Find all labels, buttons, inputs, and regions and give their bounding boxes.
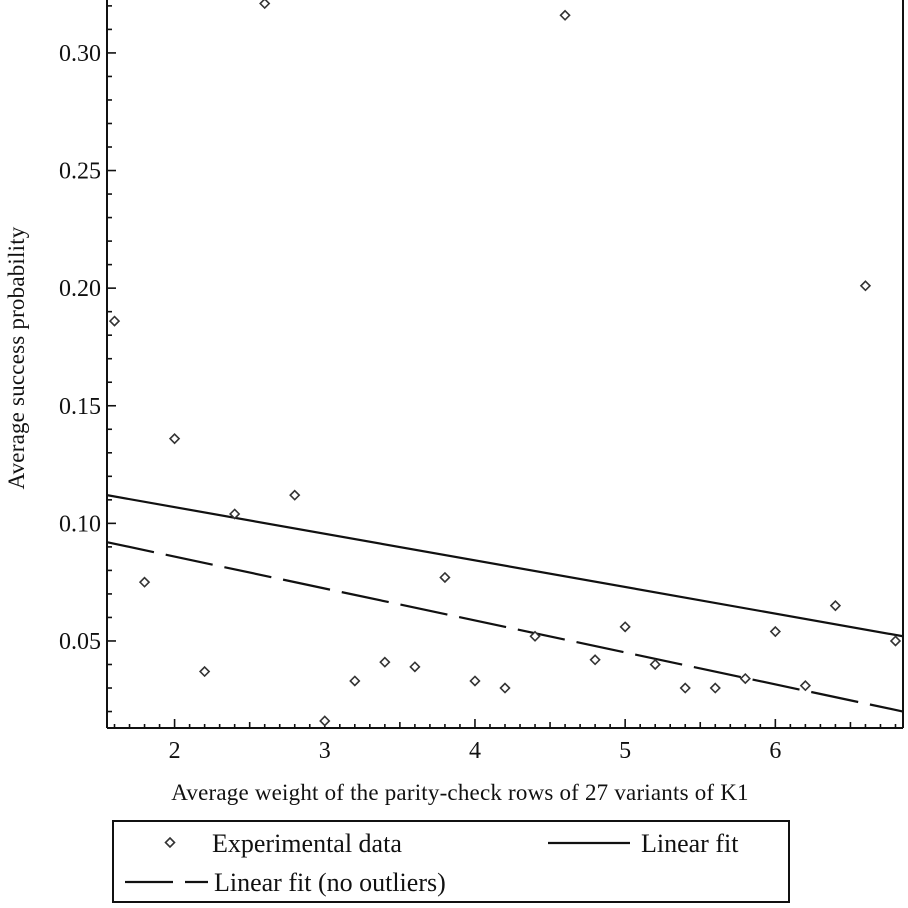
data-point-diamond [739,672,751,685]
data-point-diamond [138,576,151,588]
data-point-diamond [709,682,721,694]
data-point-diamond [168,433,181,445]
data-point-diamond [439,571,451,584]
x-axis-ticks: 2 3 4 5 6 [113,719,897,764]
data-point-diamond [198,665,211,678]
data-point-diamond [259,0,271,10]
legend-label-linear-fit-no-outliers: Linear fit (no outliers) [214,868,446,897]
data-point-diamond [859,280,872,292]
x-tick-label: 5 [619,738,631,764]
y-tick-label: 0.10 [59,511,101,537]
legend-label-linear-fit: Linear fit [641,829,739,858]
y-tick-label: 0.05 [59,629,101,655]
legend-box [112,820,790,903]
data-point-diamond [469,675,481,687]
data-point-diamond [889,635,902,647]
data-point-diamond [799,680,812,692]
legend: Experimental data Linear fit Linear fit … [112,820,790,903]
data-point-diamond [769,625,781,638]
data-point-diamond [559,9,571,21]
fit-lines [106,494,904,713]
linear-fit-no-outliers-line [106,541,904,713]
x-tick-label: 6 [769,738,781,764]
data-point-diamond [499,682,511,694]
y-tick-label: 0.20 [59,276,101,302]
data-point-diamond [108,315,121,327]
data-point-diamond [379,656,391,668]
data-point-diamond [529,630,541,642]
y-axis-ticks: 0.05 0.10 0.15 0.20 0.25 0.30 [59,5,116,713]
legend-marker-diamond-icon [164,836,176,849]
x-axis-title: Average weight of the parity-check rows … [171,780,748,805]
linear-fit-line [106,494,904,638]
data-point-diamond [289,489,301,501]
data-points [108,0,902,727]
data-point-diamond [319,715,331,727]
data-point-diamond [679,682,691,694]
data-point-diamond [589,654,601,666]
x-tick-label: 3 [319,738,331,764]
y-tick-label: 0.30 [59,41,101,67]
legend-label-experimental: Experimental data [212,829,402,858]
y-tick-label: 0.25 [59,159,101,185]
data-point-diamond [409,661,421,673]
y-tick-label: 0.15 [59,394,101,420]
y-axis-title: Average success probability [4,226,29,489]
x-tick-label: 4 [469,738,481,764]
data-point-diamond [829,600,842,612]
data-point-diamond [619,621,631,633]
data-point-diamond [349,675,361,687]
data-point-diamond [229,508,241,520]
x-tick-label: 2 [169,738,181,764]
data-point-diamond [649,658,661,671]
